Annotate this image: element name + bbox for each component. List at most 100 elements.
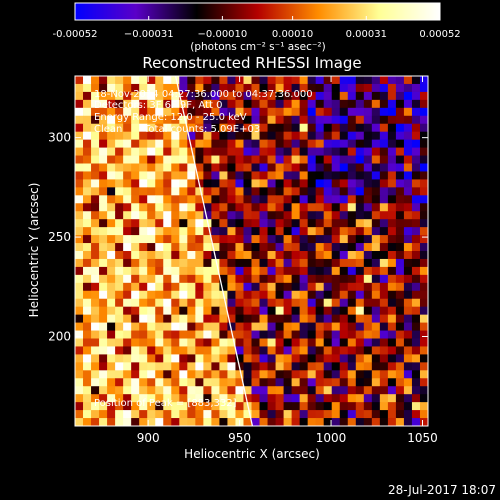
heatmap-cell xyxy=(371,290,381,300)
heatmap-cell xyxy=(155,147,164,156)
heatmap-cell xyxy=(83,155,92,164)
heatmap-cell xyxy=(275,394,284,403)
heatmap-cell xyxy=(339,274,349,284)
heatmap-cell xyxy=(291,155,301,164)
heatmap-cell xyxy=(219,386,228,395)
heatmap-cell xyxy=(99,195,108,204)
heatmap-cell xyxy=(147,219,156,228)
heatmap-cell xyxy=(395,203,405,212)
heatmap-cell xyxy=(411,115,421,125)
heatmap-cell xyxy=(363,163,373,172)
heatmap-cell xyxy=(115,76,124,85)
heatmap-cell xyxy=(147,266,156,276)
heatmap-cell xyxy=(131,386,140,395)
heatmap-cell xyxy=(203,386,212,395)
heatmap-cell xyxy=(195,298,204,308)
heatmap-cell xyxy=(387,362,397,371)
heatmap-cell xyxy=(403,115,413,125)
heatmap-cell xyxy=(227,418,236,426)
heatmap-cell xyxy=(211,402,220,411)
heatmap-cell xyxy=(227,354,236,363)
heatmap-cell xyxy=(419,99,428,109)
heatmap-cell xyxy=(187,370,196,379)
heatmap-cell xyxy=(123,179,132,188)
heatmap-cell xyxy=(355,386,365,395)
heatmap-cell xyxy=(299,171,309,180)
heatmap-cell xyxy=(315,155,325,164)
heatmap-cell xyxy=(75,314,84,323)
heatmap-cell xyxy=(259,266,268,276)
heatmap-cell xyxy=(387,346,397,355)
heatmap-cell xyxy=(83,266,92,276)
heatmap-cell xyxy=(371,394,381,403)
heatmap-cell xyxy=(419,171,428,180)
heatmap-cell xyxy=(235,171,244,180)
heatmap-cell xyxy=(267,258,276,268)
heatmap-cell xyxy=(283,179,293,188)
heatmap-cell xyxy=(267,147,276,156)
heatmap-cell xyxy=(235,115,244,125)
heatmap-cell xyxy=(155,346,164,355)
heatmap-cell xyxy=(235,290,244,300)
heatmap-cell xyxy=(275,179,284,188)
heatmap-cell xyxy=(411,418,421,426)
heatmap-cell xyxy=(155,354,164,363)
heatmap-cell xyxy=(203,147,212,156)
heatmap-cell xyxy=(163,314,172,323)
heatmap-cell xyxy=(251,115,260,125)
heatmap-cell xyxy=(267,219,276,228)
heatmap-cell xyxy=(91,394,100,403)
heatmap-cell xyxy=(211,243,220,252)
heatmap-cell xyxy=(275,306,284,316)
heatmap-cell xyxy=(219,298,228,308)
heatmap-cell xyxy=(275,378,284,387)
heatmap-cell xyxy=(115,378,124,387)
heatmap-cell xyxy=(131,195,140,204)
heatmap-cell xyxy=(203,155,212,164)
heatmap-cell xyxy=(227,203,236,212)
heatmap-cell xyxy=(299,274,309,284)
heatmap-cell xyxy=(291,123,301,133)
heatmap-cell xyxy=(307,354,317,363)
heatmap-cell xyxy=(243,203,252,212)
heatmap-cell xyxy=(171,115,180,125)
heatmap-cell xyxy=(107,219,116,228)
heatmap-cell xyxy=(259,163,268,172)
heatmap-cell xyxy=(267,330,276,339)
heatmap-cell xyxy=(291,298,301,308)
heatmap-cell xyxy=(419,243,428,252)
heatmap-cell xyxy=(339,362,349,371)
heatmap-cell xyxy=(131,251,140,260)
heatmap-cell xyxy=(147,362,156,371)
heatmap-cell xyxy=(267,322,276,331)
heatmap-cell xyxy=(179,123,188,133)
heatmap-cell xyxy=(115,91,124,101)
heatmap-cell xyxy=(323,219,333,228)
heatmap-cell xyxy=(395,386,405,395)
heatmap-cell xyxy=(395,219,405,228)
heatmap-cell xyxy=(91,290,100,300)
heatmap-cell xyxy=(211,410,220,419)
heatmap-cell xyxy=(139,203,148,212)
heatmap-cell xyxy=(307,330,317,339)
heatmap-cell xyxy=(235,274,244,284)
heatmap-cell xyxy=(251,418,260,426)
heatmap-cell xyxy=(203,203,212,212)
heatmap-cell xyxy=(363,282,373,292)
heatmap-cell xyxy=(267,410,276,419)
heatmap-cell xyxy=(419,187,428,196)
heatmap-cell xyxy=(179,298,188,308)
heatmap-cell xyxy=(75,418,84,426)
heatmap-cell xyxy=(75,203,84,212)
heatmap-cell xyxy=(243,266,252,276)
heatmap-cell xyxy=(283,155,293,164)
heatmap-cell xyxy=(283,123,293,133)
heatmap-cell xyxy=(211,139,220,148)
heatmap-cell xyxy=(411,322,421,331)
heatmap-cell xyxy=(403,346,413,355)
heatmap-cell xyxy=(339,306,349,316)
heatmap-cell xyxy=(195,155,204,164)
heatmap-cell xyxy=(227,251,236,260)
heatmap-cell xyxy=(107,266,116,276)
heatmap-cell xyxy=(283,219,293,228)
